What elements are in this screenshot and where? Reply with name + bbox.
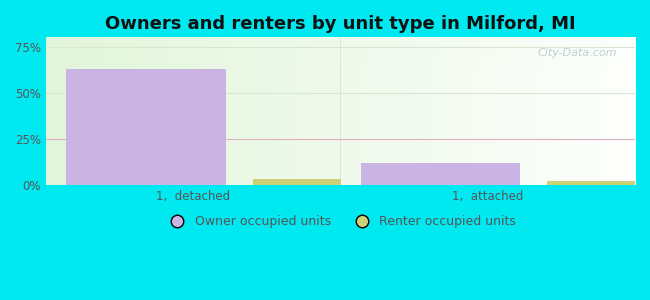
Bar: [361, 163, 520, 185]
Bar: [547, 181, 636, 185]
Bar: [66, 69, 226, 185]
Title: Owners and renters by unit type in Milford, MI: Owners and renters by unit type in Milfo…: [105, 15, 576, 33]
Legend: Owner occupied units, Renter occupied units: Owner occupied units, Renter occupied un…: [159, 210, 521, 233]
Text: City-Data.com: City-Data.com: [538, 48, 618, 58]
Bar: [253, 179, 341, 185]
